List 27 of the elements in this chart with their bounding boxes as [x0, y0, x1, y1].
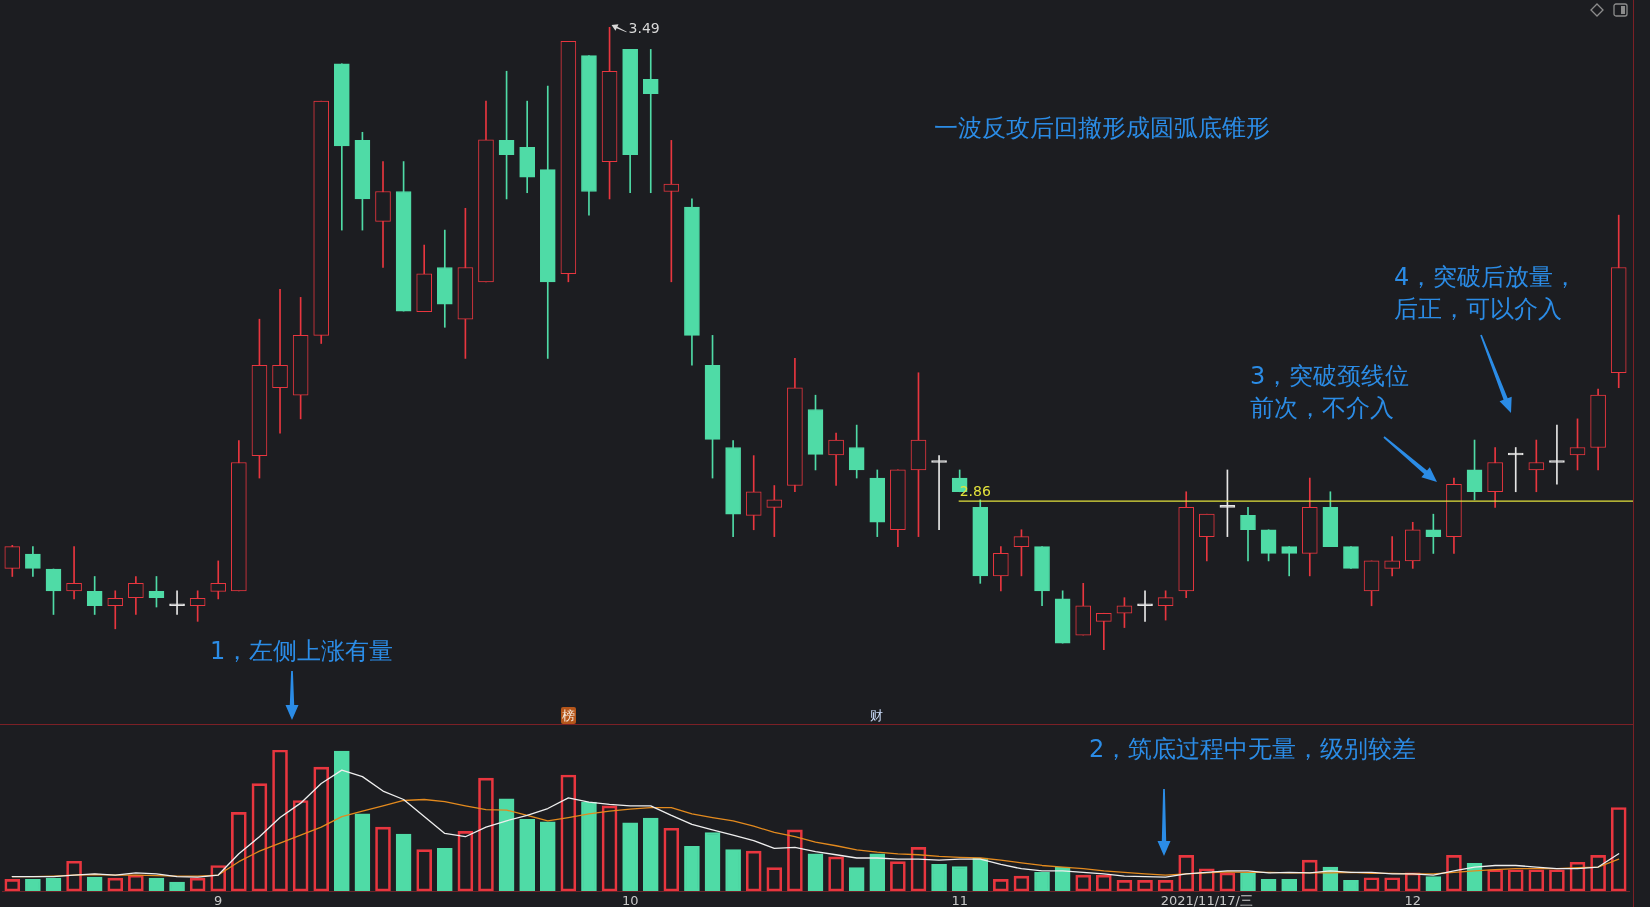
annotation: 4，突破后放量，后正，可以介入 [1394, 262, 1579, 325]
annotation: 2.86 [959, 483, 991, 501]
candlestick [1096, 612, 1112, 650]
x-tick-label: 9 [214, 893, 223, 907]
candlestick [931, 455, 947, 531]
candlestick [210, 560, 227, 600]
text: 财 [870, 707, 883, 724]
annotation: 3，突破颈线位前次，不介入 [1250, 361, 1411, 424]
x-tick-label: 10 [621, 893, 639, 907]
candlestick [1549, 424, 1565, 485]
annotation: 2，筑底过程中无量，级别较差 [1089, 734, 1417, 765]
candlestick [272, 288, 288, 434]
annotation: 1，左侧上涨有量 [210, 636, 394, 667]
candlestick [1137, 590, 1153, 622]
candlestick [1528, 439, 1545, 493]
candlestick [766, 485, 783, 537]
candlestick [66, 546, 82, 600]
candlestick [107, 590, 124, 630]
candlestick [169, 590, 185, 615]
candlestick [642, 49, 659, 194]
candlestick [1384, 536, 1400, 577]
text: 榜 [561, 707, 576, 724]
x-tick-label: 2021/11/17/三 [1160, 893, 1253, 907]
x-tick-label: 11 [951, 893, 968, 907]
annotation: 一波反攻后回撤形成圆弧底锥形 [934, 113, 1270, 144]
annotation: 3.49 [628, 20, 660, 37]
x-tick-label: 12 [1404, 893, 1422, 907]
